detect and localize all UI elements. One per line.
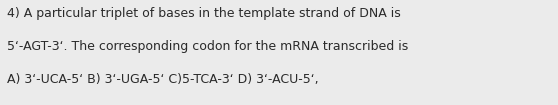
Text: A) 3‘-UCA-5‘ B) 3‘-UGA-5‘ C)5-TCA-3‘ D) 3‘-ACU-5‘,: A) 3‘-UCA-5‘ B) 3‘-UGA-5‘ C)5-TCA-3‘ D) … (7, 74, 318, 87)
Text: 4) A particular triplet of bases in the template strand of DNA is: 4) A particular triplet of bases in the … (7, 7, 401, 20)
Text: 5‘-AGT-3‘. The corresponding codon for the mRNA transcribed is: 5‘-AGT-3‘. The corresponding codon for t… (7, 40, 408, 53)
